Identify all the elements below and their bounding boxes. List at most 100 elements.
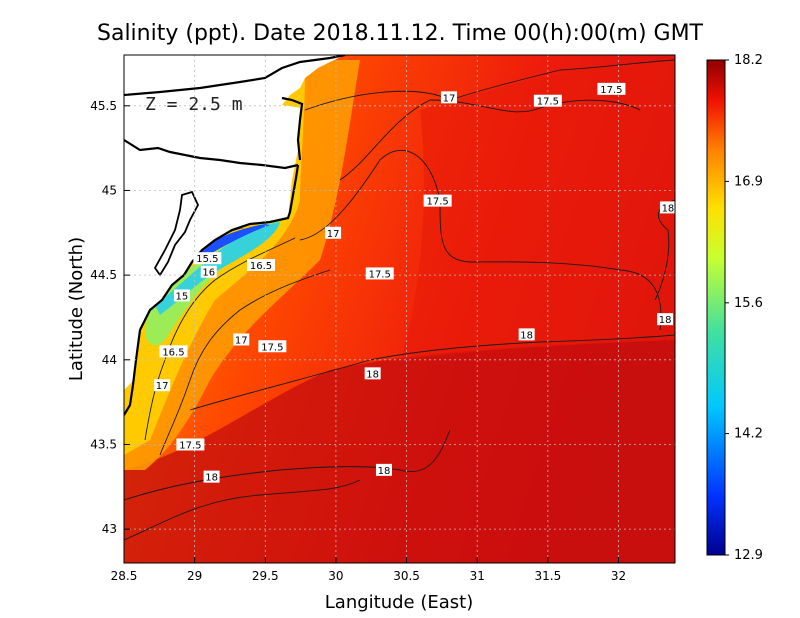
y-axis-ticks: 45.5 45 44.5 44 43.5 43 <box>90 99 130 536</box>
contour-label: 18 <box>203 470 220 484</box>
contour-label-text: 17 <box>156 381 169 392</box>
contour-label-bg <box>200 265 217 278</box>
contour-label: 17.5 <box>597 82 626 96</box>
contour-label-bg <box>533 94 562 107</box>
contour-label: 16 <box>200 265 217 279</box>
contour-label-text: 15 <box>176 291 189 302</box>
plot-frame <box>123 54 676 564</box>
contour-label: 17.5 <box>176 438 205 451</box>
contour-label: 15 <box>173 289 190 302</box>
depth-label: Z = 2.5 m <box>145 94 243 115</box>
contour-label: 17.5 <box>533 94 562 108</box>
contour-label: 17.5 <box>423 194 452 208</box>
contour-label-text: 16 <box>202 268 215 279</box>
contour-label: 18 <box>659 201 675 214</box>
contour-label-bg <box>203 470 220 483</box>
contour-label: 17 <box>325 226 342 240</box>
y-tick-label: 43 <box>102 522 117 536</box>
y-tick-label: 44 <box>102 353 117 367</box>
contour-label-text: 18 <box>662 203 675 214</box>
colorbar-ticks: 18.2 16.9 15.6 14.2 12.9 <box>725 53 763 563</box>
contour-label-text: 18 <box>659 315 672 326</box>
contour-label-text: 15.5 <box>196 254 218 265</box>
colorbar-tick-label: 12.9 <box>734 548 763 563</box>
contour-label: 15.5 <box>193 252 222 265</box>
contour-label-bg <box>325 226 342 239</box>
contour-18-south2 <box>124 429 451 501</box>
contour-label-bg <box>657 313 674 326</box>
y-axis-label: Latitude (North) <box>66 237 87 381</box>
x-tick-label: 30.5 <box>393 569 420 583</box>
contour-label-bg <box>159 345 188 358</box>
contour-17-5-coast <box>159 269 331 456</box>
y-tick-label: 45.5 <box>90 99 117 113</box>
contour-label-bg <box>193 252 222 265</box>
colorbar-tick-label: 15.6 <box>734 296 763 311</box>
y-tick-label: 44.5 <box>90 268 117 282</box>
contour-18-south <box>189 334 675 411</box>
contour-label-text: 16.5 <box>250 261 272 272</box>
upper-red-region <box>400 60 675 360</box>
contour-17-5 <box>339 99 641 181</box>
contour-label-bg <box>440 91 457 104</box>
contour-label: 18 <box>657 313 674 326</box>
contour-label-text: 17 <box>235 335 248 346</box>
contour-label-text: 17.5 <box>537 97 559 108</box>
x-tick-label: 29.5 <box>252 569 279 583</box>
contour-label-text: 17.5 <box>600 85 622 96</box>
contour-label-bg <box>233 333 250 346</box>
contour-label-text: 18 <box>378 466 391 477</box>
contour-label-bg <box>176 438 205 451</box>
contour-17-coast <box>144 237 296 441</box>
colorbar-tick-label: 14.2 <box>734 427 763 442</box>
contour-label-text: 18 <box>520 330 533 341</box>
contour-17-5-mid <box>299 150 662 331</box>
coastline-north <box>124 55 346 161</box>
contour-label-text: 17.5 <box>179 440 201 451</box>
contour-label-bg <box>258 340 287 353</box>
contour-label: 16.5 <box>159 345 188 358</box>
contour-label-text: 18 <box>366 369 379 380</box>
contour-18-far <box>124 479 361 541</box>
contour-label-bg <box>364 367 381 380</box>
colorbar-tick-label: 18.2 <box>734 53 763 68</box>
contour-label: 17.5 <box>258 340 287 353</box>
contour-label-text: 18 <box>205 473 218 484</box>
contour-label-bg <box>597 82 626 95</box>
contour-label: 18 <box>518 328 535 341</box>
contour-label-text: 17.5 <box>369 269 391 280</box>
x-axis-label: Langitude (East) <box>325 592 473 613</box>
contour-label-bg <box>154 379 171 392</box>
contour-label-bg <box>423 194 452 207</box>
x-tick-label: 31 <box>470 569 485 583</box>
contour-label-text: 17.5 <box>427 197 449 208</box>
salinity-contours <box>124 59 675 541</box>
contour-label: 17.5 <box>365 267 394 280</box>
contour-17 <box>304 59 675 111</box>
land-mass <box>124 55 345 390</box>
y-tick-label: 43.5 <box>90 437 117 451</box>
contour-label-bg <box>375 463 392 476</box>
contour-label: 17 <box>154 379 171 392</box>
contour-label-bg <box>518 328 535 341</box>
x-tick-label: 32 <box>611 569 626 583</box>
x-tick-label: 29 <box>187 569 202 583</box>
map-title: Salinity (ppt). Date 2018.11.12. Time 00… <box>97 21 704 46</box>
x-axis-ticks: 28.5 29 29.5 30 30.5 31 31.5 32 <box>111 557 626 583</box>
x-tick-label: 28.5 <box>111 569 138 583</box>
contour-labels: 17.5 17 17.5 17.5 18 17 15.5 16.5 16 17.5 15 18 18 17… <box>154 82 675 484</box>
contour-label-text: 16.5 <box>162 347 184 358</box>
coastal-blue-band <box>190 224 270 260</box>
x-tick-label: 31.5 <box>534 569 561 583</box>
contour-label: 17 <box>233 333 250 346</box>
contour-label-text: 17 <box>327 229 340 240</box>
high-salinity-region <box>124 340 675 563</box>
contour-label: 18 <box>375 463 392 477</box>
colorbar <box>706 59 726 556</box>
colorbar-tick-label: 16.9 <box>734 174 763 189</box>
contour-label-bg <box>247 258 276 271</box>
x-tick-label: 30 <box>328 569 343 583</box>
contour-label-text: 17.5 <box>261 342 283 353</box>
contour-label: 18 <box>364 367 381 380</box>
